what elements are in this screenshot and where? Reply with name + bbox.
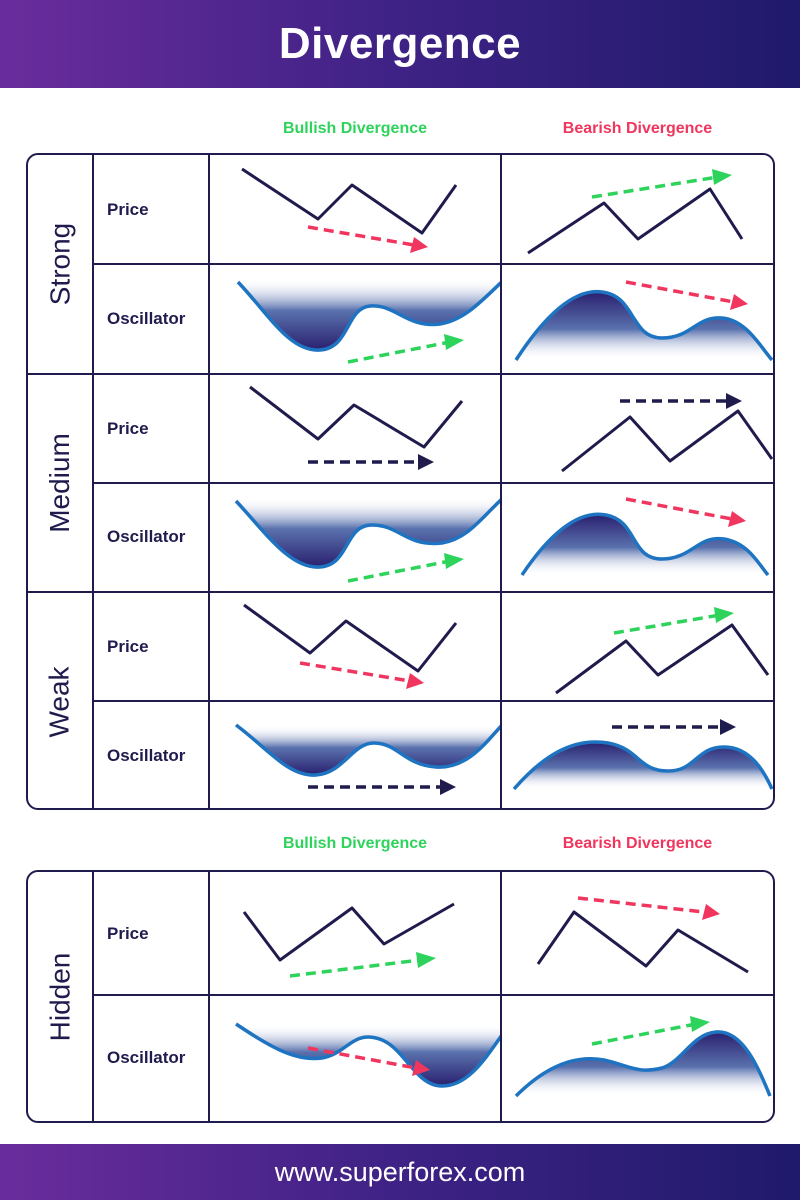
arrow-down-icon xyxy=(730,294,748,310)
row-label-oscillator: Oscillator xyxy=(107,1048,186,1067)
strong-group: Strong Price Oscillator xyxy=(28,155,773,373)
group-label-medium: Medium xyxy=(44,433,75,533)
arrow-down-icon xyxy=(702,904,720,920)
strong-bullish-price xyxy=(210,155,500,263)
strong-bearish-price xyxy=(502,155,773,263)
group-label-weak: Weak xyxy=(44,665,76,738)
price-line xyxy=(555,623,770,695)
weak-bearish-price xyxy=(502,593,773,700)
medium-bullish-price xyxy=(210,375,500,482)
bearish-divergence-header: Bearish Divergence xyxy=(562,835,713,852)
arrow-up-icon xyxy=(444,334,464,350)
bearish-divergence-header: Bearish Divergence xyxy=(562,120,713,137)
footer-url[interactable]: www.superforex.com xyxy=(274,1156,526,1187)
row-label-price: Price xyxy=(107,199,149,219)
hidden-bearish-price xyxy=(502,872,773,994)
bullish-divergence-header: Bullish Divergence xyxy=(282,120,428,137)
hidden-bearish-oscillator xyxy=(502,996,773,1121)
arrow-right-icon xyxy=(440,779,456,795)
page-title: Divergence xyxy=(278,19,522,68)
arrow-right-icon xyxy=(418,454,434,470)
weak-group: Weak Price Oscillator xyxy=(28,591,773,808)
medium-bullish-oscillator xyxy=(210,483,500,591)
bullish-divergence-header: Bullish Divergence xyxy=(282,835,428,852)
medium-bearish-oscillator xyxy=(502,483,773,591)
arrow-up-icon xyxy=(714,607,734,623)
footer-banner: www.superforex.com xyxy=(0,1144,800,1200)
weak-bearish-oscillator xyxy=(502,701,773,808)
medium-bearish-price xyxy=(502,375,773,482)
arrow-down-icon xyxy=(412,1060,430,1076)
hidden-divergence-table: Hidden Price Oscillator xyxy=(26,870,775,1123)
row-label-oscillator: Oscillator xyxy=(107,745,186,765)
weak-bullish-price xyxy=(210,593,500,700)
arrow-down-icon xyxy=(728,511,746,527)
price-line xyxy=(249,385,464,449)
arrow-right-icon xyxy=(720,719,736,735)
group-label-hidden: Hidden xyxy=(44,952,76,1041)
price-line xyxy=(536,910,749,974)
row-label-price: Price xyxy=(107,419,149,438)
arrow-down-icon xyxy=(410,237,428,253)
arrow-up-icon xyxy=(416,952,436,968)
arrow-up-icon xyxy=(690,1016,710,1032)
row-label-oscillator: Oscillator xyxy=(107,527,186,546)
arrow-down-icon xyxy=(406,673,424,689)
divergence-table: Strong Price Oscillator Medium Price Osc… xyxy=(26,153,775,810)
medium-group: Medium Price Oscillator xyxy=(28,373,773,591)
price-line xyxy=(241,167,458,235)
row-label-oscillator: Oscillator xyxy=(107,308,186,328)
group-label-strong: Strong xyxy=(44,222,75,306)
weak-bullish-oscillator xyxy=(210,701,500,808)
hidden-bullish-oscillator xyxy=(210,996,500,1121)
title-banner: Divergence xyxy=(0,0,800,88)
price-line xyxy=(527,187,744,255)
hidden-bullish-price xyxy=(210,872,500,994)
row-label-price: Price xyxy=(107,637,149,656)
strong-bullish-oscillator xyxy=(210,264,500,373)
arrow-up-icon xyxy=(712,169,732,185)
price-line xyxy=(561,409,773,473)
row-label-price: Price xyxy=(107,923,149,943)
price-line xyxy=(242,902,455,962)
strong-bearish-oscillator xyxy=(502,264,773,373)
arrow-right-icon xyxy=(726,393,742,409)
arrow-up-icon xyxy=(444,553,464,569)
price-line xyxy=(243,603,458,673)
